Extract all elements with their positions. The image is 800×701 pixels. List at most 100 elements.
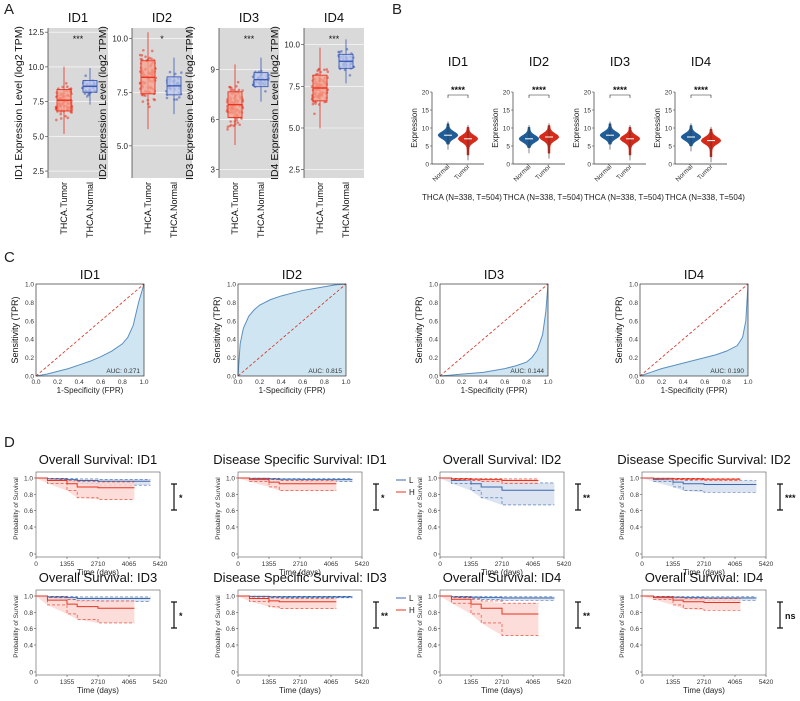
plot-background [132, 28, 192, 178]
legend-label-low: L [409, 594, 414, 603]
y-tick-label: 7.5 [33, 98, 45, 107]
significance-label: * [179, 493, 183, 503]
y-tick-label: 0.4 [428, 643, 437, 650]
x-tick-label: 2710 [495, 679, 510, 686]
significance-bracket [373, 601, 379, 629]
x-category-label: Tumor [615, 163, 634, 182]
x-tick-label: 0.8 [118, 379, 127, 386]
y-tick-label: 0.6 [24, 508, 33, 515]
y-tick-label: 0.8 [24, 492, 33, 499]
confidence-band [440, 478, 539, 484]
data-point [144, 94, 147, 97]
x-tick-label: 2710 [293, 561, 308, 568]
y-tick-label: 0.6 [429, 318, 438, 325]
y-tick-label: 15 [665, 108, 673, 115]
x-tick-label: 0.0 [233, 379, 242, 386]
x-tick-label: 4065 [728, 561, 743, 568]
panel-label-b: B [392, 1, 402, 18]
confidence-band [36, 596, 135, 623]
data-point [150, 49, 154, 53]
violin-plot-title: ID3 [610, 54, 630, 69]
y-tick-label: 10.0 [284, 41, 300, 50]
x-axis-label: Time (days) [481, 686, 523, 695]
significance-bracket [690, 94, 712, 98]
survival-curve [642, 477, 741, 480]
y-tick-label: 5.0 [33, 132, 45, 141]
data-point [337, 50, 340, 54]
x-category-label: THCA.Tumor [230, 182, 240, 235]
y-tick-label: 10 [584, 126, 592, 133]
significance-bracket [171, 483, 177, 511]
data-point [235, 118, 238, 122]
caption: THCA (N=338, T=504) [503, 193, 583, 202]
y-tick-label: 0.6 [226, 626, 235, 633]
x-tick-label: 4065 [324, 561, 339, 568]
y-tick-label: 15 [422, 108, 430, 115]
plot-frame [35, 283, 145, 377]
x-tick-label: 0.0 [31, 379, 40, 386]
data-point [148, 56, 151, 60]
y-tick-label: 0 [668, 162, 672, 169]
y-tick-label: 10.0 [28, 63, 44, 72]
x-tick-label: 0 [640, 679, 644, 686]
significance-label: *** [785, 493, 796, 503]
x-tick-label: 4065 [526, 679, 541, 686]
data-point [323, 68, 326, 72]
auc-label: AUC: 0.815 [308, 368, 342, 375]
significance-bracket [447, 94, 469, 98]
x-tick-label: 2710 [697, 561, 712, 568]
data-point [175, 98, 179, 101]
survival-title: Overall Survival: ID3 [39, 570, 157, 585]
confidence-band [440, 596, 539, 636]
y-axis-label: ID3 Expression Level (log2 TPM) [184, 26, 196, 180]
x-tick-label: 1355 [464, 679, 479, 686]
survival-curve [440, 595, 539, 615]
data-point [340, 50, 343, 53]
legend-label-high: H [409, 488, 415, 497]
confidence-band [440, 478, 555, 505]
data-point [230, 86, 233, 90]
caption: THCA (N=338, T=504) [584, 193, 664, 202]
y-axis-label: Expression [410, 108, 419, 148]
data-point [59, 117, 63, 120]
x-tick-label: 5420 [153, 561, 168, 568]
panel-label-a: A [4, 1, 14, 18]
x-tick-label: 1355 [262, 679, 277, 686]
y-tick-label: 1.0 [227, 282, 236, 289]
significance-label: * [381, 493, 385, 503]
confidence-band [642, 596, 741, 611]
data-point [142, 48, 145, 52]
y-tick-label: 0 [29, 670, 33, 677]
data-point [165, 96, 169, 100]
data-point [226, 125, 230, 129]
y-tick-label: 1.0 [226, 476, 235, 483]
violin-plot-title: ID4 [691, 54, 711, 69]
y-tick-label: 0.8 [428, 492, 437, 499]
roc-area [36, 284, 144, 376]
confidence-band [238, 596, 337, 609]
x-axis-label: Time (days) [279, 568, 321, 577]
data-point [64, 82, 68, 85]
significance-label: ns [785, 611, 796, 621]
y-axis-label: Probability of Survival [417, 477, 424, 540]
box-plot-title: ID4 [324, 10, 344, 25]
y-tick-label: 0.4 [25, 337, 34, 344]
x-tick-label: 0.0 [435, 379, 444, 386]
data-point [150, 57, 153, 61]
x-category-label: THCA.Tumor [59, 182, 69, 235]
y-axis-label: ID1 Expression Level (log2 TPM) [13, 26, 25, 180]
x-tick-label: 0.6 [700, 379, 709, 386]
plot-frame [639, 283, 749, 377]
y-tick-label: 0 [29, 552, 33, 559]
data-point [325, 68, 329, 71]
x-tick-label: 5420 [557, 679, 572, 686]
x-axis-label: Time (days) [279, 686, 321, 695]
x-tick-label: 0.4 [75, 379, 84, 386]
y-tick-label: 10 [422, 126, 430, 133]
y-tick-label: 5 [425, 144, 429, 151]
survival-curve [440, 477, 539, 481]
data-point [264, 89, 267, 93]
x-tick-label: 0.4 [479, 379, 488, 386]
x-tick-label: 0 [34, 679, 38, 686]
x-tick-label: 5420 [759, 561, 774, 568]
